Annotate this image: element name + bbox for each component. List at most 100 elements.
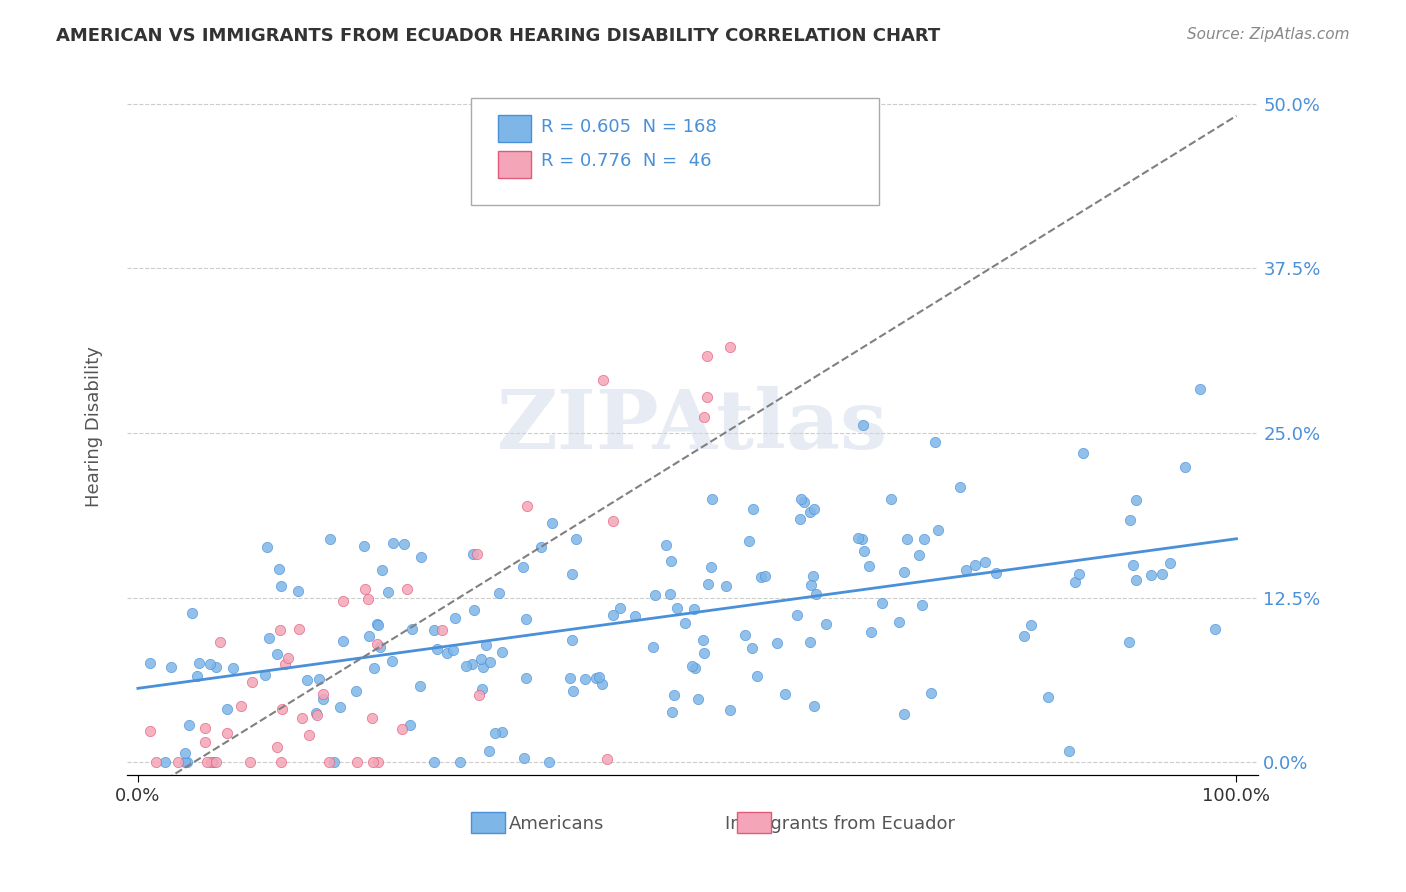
Point <box>461 657 484 672</box>
Point <box>858 559 880 574</box>
Point <box>655 538 678 552</box>
Point <box>734 628 756 642</box>
Point <box>479 655 502 669</box>
Point <box>853 544 876 558</box>
Point <box>318 755 340 769</box>
Point <box>561 633 583 648</box>
Point <box>449 755 471 769</box>
Point <box>852 418 875 433</box>
Point <box>176 755 198 769</box>
Point <box>596 752 619 766</box>
Point <box>209 635 232 649</box>
Y-axis label: Hearing Disability: Hearing Disability <box>86 346 103 507</box>
Point <box>202 755 225 769</box>
Point <box>139 656 162 670</box>
Point <box>692 410 714 425</box>
Text: Immigrants from Ecuador: Immigrants from Ecuador <box>724 815 955 833</box>
Point <box>588 670 610 684</box>
Point <box>984 566 1007 581</box>
Point <box>357 592 380 607</box>
Point <box>377 584 399 599</box>
Point <box>955 563 977 577</box>
Point <box>465 547 488 561</box>
Point <box>367 617 389 632</box>
Point <box>423 755 446 769</box>
Point <box>920 686 942 700</box>
Point <box>484 725 506 739</box>
Point <box>870 596 893 610</box>
Point <box>644 587 666 601</box>
Point <box>741 641 763 656</box>
Point <box>564 532 586 546</box>
Point <box>1064 575 1087 590</box>
Point <box>366 637 388 651</box>
Point <box>394 537 416 551</box>
Point <box>270 755 292 769</box>
Point <box>312 687 335 701</box>
Point <box>367 755 389 769</box>
Point <box>949 480 972 494</box>
Point <box>1204 622 1226 636</box>
Point <box>585 671 607 685</box>
Point <box>803 502 825 516</box>
Point <box>560 671 582 685</box>
Point <box>512 560 534 574</box>
Point <box>354 582 377 596</box>
Point <box>790 491 813 506</box>
Point <box>686 692 709 706</box>
Point <box>269 623 291 637</box>
Point <box>665 600 688 615</box>
Point <box>396 582 419 596</box>
Point <box>697 576 720 591</box>
Point <box>799 635 821 649</box>
Point <box>747 669 769 683</box>
Point <box>381 536 404 550</box>
Point <box>215 702 238 716</box>
Point <box>912 533 935 547</box>
Point <box>880 491 903 506</box>
Point <box>399 718 422 732</box>
Point <box>1189 382 1212 396</box>
Point <box>259 632 281 646</box>
Point <box>1067 567 1090 582</box>
Point <box>1057 744 1080 758</box>
Point <box>205 755 228 769</box>
Point <box>515 671 537 685</box>
Point <box>1118 635 1140 649</box>
Point <box>609 600 631 615</box>
Point <box>363 661 385 675</box>
Text: R = 0.605  N = 168: R = 0.605 N = 168 <box>541 118 717 136</box>
Point <box>692 632 714 647</box>
Point <box>353 539 375 553</box>
Point <box>256 540 278 554</box>
Point <box>738 534 761 549</box>
Point <box>470 651 492 665</box>
Point <box>591 677 613 691</box>
Point <box>441 643 464 657</box>
Text: AMERICAN VS IMMIGRANTS FROM ECUADOR HEARING DISABILITY CORRELATION CHART: AMERICAN VS IMMIGRANTS FROM ECUADOR HEAR… <box>56 27 941 45</box>
Point <box>471 682 494 697</box>
Point <box>683 602 706 616</box>
Point <box>1174 460 1197 475</box>
Point <box>799 505 821 519</box>
Point <box>859 625 882 640</box>
Point <box>911 598 934 612</box>
Point <box>530 540 553 554</box>
Point <box>430 623 453 637</box>
Point <box>194 721 217 735</box>
Point <box>718 340 741 354</box>
Point <box>1159 557 1181 571</box>
Point <box>793 495 815 509</box>
Point <box>188 656 211 670</box>
Point <box>478 744 501 758</box>
Point <box>277 650 299 665</box>
Point <box>491 645 513 659</box>
Point <box>475 638 498 652</box>
Point <box>344 683 367 698</box>
Point <box>401 623 423 637</box>
Point <box>623 608 645 623</box>
Point <box>322 755 344 769</box>
Point <box>516 500 538 514</box>
Point <box>681 658 703 673</box>
Point <box>329 700 352 714</box>
